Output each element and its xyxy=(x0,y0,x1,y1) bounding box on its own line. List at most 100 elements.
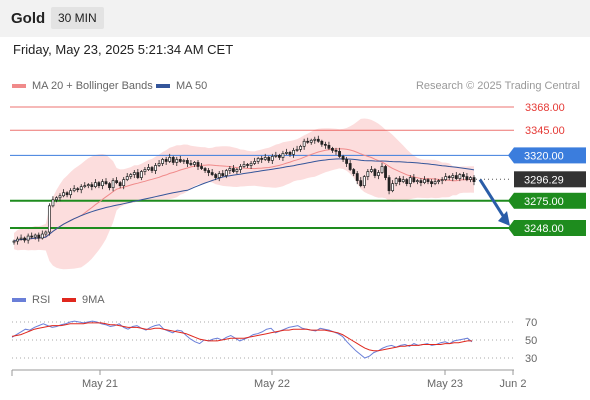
candle-up xyxy=(362,176,366,186)
legend-ma20: MA 20 + Bollinger Bands xyxy=(12,80,153,92)
candle-down xyxy=(178,159,182,162)
candle-up xyxy=(469,177,472,180)
candle-up xyxy=(401,179,405,182)
candle-down xyxy=(384,166,387,178)
level-label-pivot: 3320.00 xyxy=(508,147,586,164)
candle-down xyxy=(207,170,211,173)
candle-up xyxy=(217,173,221,178)
candle-down xyxy=(352,169,356,174)
candle-down xyxy=(461,174,465,177)
candle-up xyxy=(415,180,419,182)
candle-up xyxy=(72,188,76,192)
candle-up xyxy=(40,233,44,239)
x-tick-label: May 23 xyxy=(427,378,463,390)
candle-down xyxy=(447,176,451,178)
candle-down xyxy=(306,140,310,143)
level-label-support: 3275.00 xyxy=(508,192,586,209)
candle-up xyxy=(224,170,228,176)
candle-up xyxy=(444,176,448,180)
x-tick-label: May 22 xyxy=(254,378,290,390)
x-tick-label: Jun 2 xyxy=(500,378,527,390)
legend-rsi: RSI xyxy=(12,294,50,306)
level-label-pointer xyxy=(508,192,514,209)
candle-up xyxy=(433,181,437,184)
legend-ma9: 9MA xyxy=(62,294,105,306)
candle-down xyxy=(37,234,41,239)
candle-down xyxy=(419,180,423,183)
level-label-text: 3320.00 xyxy=(524,150,564,162)
candle-up xyxy=(285,152,288,154)
candle-up xyxy=(391,183,395,192)
candle-up xyxy=(313,138,317,141)
ma50-swatch xyxy=(156,84,170,88)
ma9-legend-label: 9MA xyxy=(82,294,105,306)
candle-down xyxy=(412,177,416,182)
ma20-swatch xyxy=(12,84,26,88)
candle-down xyxy=(348,163,352,170)
forecast-arrow-head xyxy=(498,210,510,226)
candle-up xyxy=(62,192,65,197)
level-label-text: 3368.00 xyxy=(525,102,565,114)
candle-up xyxy=(147,167,150,170)
candle-down xyxy=(171,157,175,163)
candle-down xyxy=(331,147,334,151)
candle-up xyxy=(55,197,58,201)
timeframe-button[interactable]: 30 MIN xyxy=(51,7,104,29)
candle-up xyxy=(440,179,444,181)
ma50-line xyxy=(13,158,475,242)
level-label-text: 3248.00 xyxy=(524,223,564,235)
candle-down xyxy=(472,177,476,182)
level-label-resistance: 3345.00 xyxy=(525,125,565,137)
candle-down xyxy=(118,182,122,187)
candle-up xyxy=(161,159,165,164)
candle-down xyxy=(214,174,218,178)
level-label-support: 3248.00 xyxy=(508,220,586,236)
candle-down xyxy=(316,138,320,142)
candle-up xyxy=(26,235,30,241)
rsi-swatch xyxy=(12,298,26,302)
candle-up xyxy=(235,169,239,172)
candle-up xyxy=(302,140,306,147)
candle-up xyxy=(394,178,398,184)
candle-down xyxy=(430,181,433,184)
candle-down xyxy=(196,162,200,167)
candle-down xyxy=(164,159,168,162)
candle-up xyxy=(101,181,104,187)
candle-down xyxy=(398,178,402,182)
candle-up xyxy=(423,179,426,183)
candle-down xyxy=(267,157,271,161)
rsi-legend-label: RSI xyxy=(32,294,51,306)
credit-text: Research © 2025 Trading Central xyxy=(415,80,580,92)
candle-up xyxy=(228,168,232,171)
candle-down xyxy=(465,176,469,180)
candle-up xyxy=(292,150,295,155)
candle-up xyxy=(143,169,147,172)
candle-down xyxy=(341,156,345,160)
candle-down xyxy=(405,179,409,184)
candle-up xyxy=(309,139,313,143)
candle-up xyxy=(408,177,412,184)
candle-down xyxy=(108,183,111,189)
candle-down xyxy=(30,235,34,238)
candle-down xyxy=(277,155,281,158)
forecast-arrow-line xyxy=(478,178,507,220)
candle-up xyxy=(380,166,384,173)
candle-up xyxy=(122,179,126,187)
rsi-tick-label: 30 xyxy=(525,353,537,365)
ma20-legend-label: MA 20 + Bollinger Bands xyxy=(32,80,153,92)
candle-down xyxy=(97,182,101,187)
bollinger-band xyxy=(14,118,474,270)
candle-down xyxy=(327,144,331,149)
candle-up xyxy=(157,163,161,166)
candle-up xyxy=(139,171,143,178)
ma20-line xyxy=(13,148,475,242)
candle-down xyxy=(246,164,249,166)
candle-up xyxy=(377,172,380,176)
candle-down xyxy=(355,173,359,181)
candle-down xyxy=(334,150,338,152)
candle-down xyxy=(76,188,80,191)
level-label-resistance: 3368.00 xyxy=(525,102,565,114)
candle-up xyxy=(458,174,462,179)
